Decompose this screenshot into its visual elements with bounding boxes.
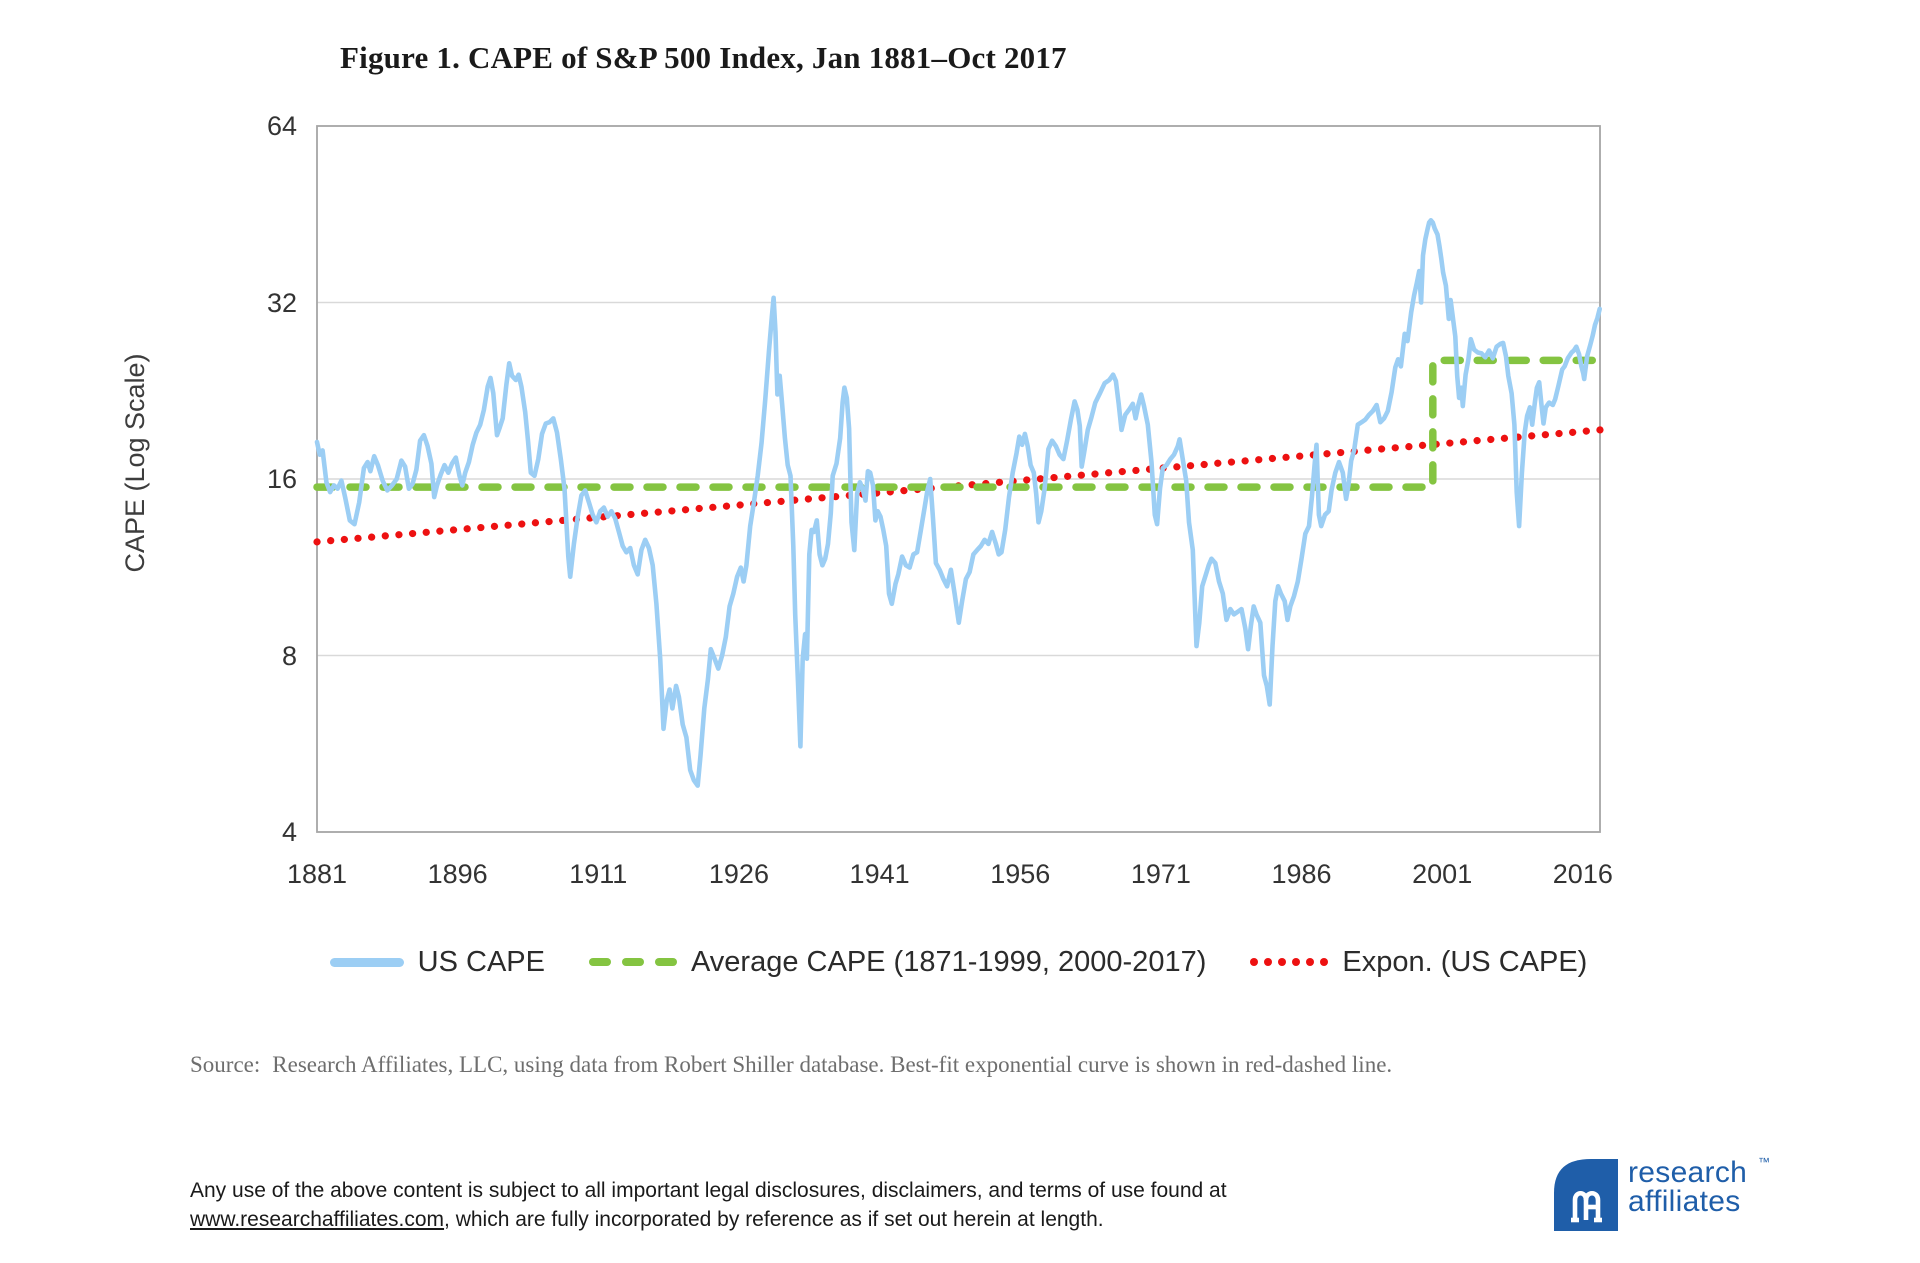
x-tick-label-1911: 1911 bbox=[569, 859, 628, 889]
logo-word-affiliates: affiliates bbox=[1628, 1185, 1741, 1218]
disclaimer-line2: , which are fully incorporated by refere… bbox=[444, 1208, 1104, 1231]
source-label: Source: bbox=[190, 1052, 261, 1077]
research-affiliates-logo: research affiliates ™ bbox=[1552, 1155, 1782, 1235]
legend-label-us-cape: US CAPE bbox=[417, 945, 545, 978]
source-note: Source: Research Affiliates, LLC, using d… bbox=[190, 1052, 1690, 1078]
logo-wordmark: research affiliates bbox=[1628, 1156, 1748, 1218]
legend-item-average-cape: Average CAPE (1871-1999, 2000-2017) bbox=[588, 945, 1207, 979]
x-tick-label-1926: 1926 bbox=[708, 859, 769, 889]
researchaffiliates-link[interactable]: www.researchaffiliates.com bbox=[190, 1208, 445, 1231]
y-tick-label-4: 4 bbox=[281, 817, 297, 847]
us-cape-line bbox=[314, 218, 1602, 788]
logo-word-research: research bbox=[1628, 1156, 1748, 1189]
x-tick-label-1941: 1941 bbox=[849, 859, 910, 889]
plot-border bbox=[316, 125, 1601, 833]
trademark-symbol: ™ bbox=[1758, 1155, 1770, 1169]
y-tick-label-8: 8 bbox=[281, 640, 297, 671]
source-text: Research Affiliates, LLC, using data fro… bbox=[272, 1052, 1393, 1077]
y-tick-label-32: 32 bbox=[266, 287, 297, 318]
average-cape-line bbox=[313, 356, 1604, 491]
y-tick-label-16: 16 bbox=[266, 464, 297, 494]
average-cape-dash-swatch bbox=[588, 958, 677, 966]
legend-item-us-cape: US CAPE bbox=[329, 945, 545, 979]
x-tick-label-1896: 1896 bbox=[427, 859, 488, 889]
x-tick-label-1986: 1986 bbox=[1271, 859, 1332, 889]
disclaimer-line1: Any use of the above content is subject … bbox=[190, 1179, 1227, 1202]
expon-dots-swatch bbox=[1250, 958, 1329, 966]
x-tick-label-2016: 2016 bbox=[1552, 859, 1613, 889]
legend-label-average-cape: Average CAPE (1871-1999, 2000-2017) bbox=[690, 945, 1207, 978]
x-tick-label-1971: 1971 bbox=[1130, 859, 1191, 889]
x-tick-label-1881: 1881 bbox=[286, 859, 348, 889]
figure-title: Figure 1. CAPE of S&P 500 Index, Jan 188… bbox=[340, 40, 1067, 75]
ra-logo-mark-icon bbox=[1554, 1159, 1618, 1231]
legend-item-expon: Expon. (US CAPE) bbox=[1250, 946, 1587, 979]
x-tick-label-2001: 2001 bbox=[1412, 859, 1473, 889]
legend-label-expon: Expon. (US CAPE) bbox=[1342, 945, 1588, 978]
us-cape-line-swatch bbox=[329, 957, 404, 967]
chart-legend: US CAPE Average CAPE (1871-1999, 2000-20… bbox=[317, 934, 1600, 990]
y-tick-label-64: 64 bbox=[266, 111, 297, 141]
x-tick-label-1956: 1956 bbox=[990, 859, 1051, 889]
legal-disclaimer: Any use of the above content is subject … bbox=[190, 1176, 1370, 1234]
